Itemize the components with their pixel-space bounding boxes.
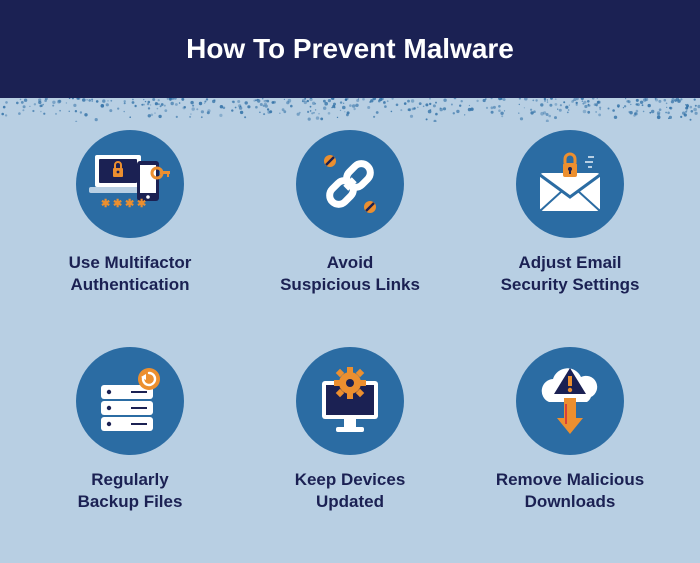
backup-icon (76, 347, 184, 455)
infographic-page: How To Prevent Malware (0, 0, 700, 563)
svg-text:✱: ✱ (137, 198, 146, 210)
tip-mfa: ✱ ✱ ✱ ✱ Use Multifactor Authentication (30, 130, 230, 317)
speckle-band (0, 98, 700, 122)
tip-email: Adjust Email Security Settings (470, 130, 670, 317)
tip-label: Regularly Backup Files (78, 469, 183, 513)
svg-text:✱: ✱ (101, 198, 110, 210)
svg-text:✱: ✱ (125, 198, 134, 210)
svg-text:✱: ✱ (113, 198, 122, 210)
tip-label: Use Multifactor Authentication (69, 252, 192, 296)
tip-label: Adjust Email Security Settings (501, 252, 640, 296)
tip-update: Keep Devices Updated (250, 347, 450, 534)
tip-label: Keep Devices Updated (295, 469, 406, 513)
tips-grid: ✱ ✱ ✱ ✱ Use Multifactor Authentication (30, 130, 670, 533)
update-icon (296, 347, 404, 455)
tip-label: Avoid Suspicious Links (280, 252, 420, 296)
tip-link: Avoid Suspicious Links (250, 130, 450, 317)
mfa-icon: ✱ ✱ ✱ ✱ (76, 130, 184, 238)
page-title: How To Prevent Malware (186, 33, 514, 65)
link-icon (296, 130, 404, 238)
tip-download: Remove Malicious Downloads (470, 347, 670, 534)
tip-backup: Regularly Backup Files (30, 347, 230, 534)
tip-label: Remove Malicious Downloads (496, 469, 644, 513)
content-area: ✱ ✱ ✱ ✱ Use Multifactor Authentication (0, 122, 700, 563)
download-icon (516, 347, 624, 455)
email-icon (516, 130, 624, 238)
header-bar: How To Prevent Malware (0, 0, 700, 98)
